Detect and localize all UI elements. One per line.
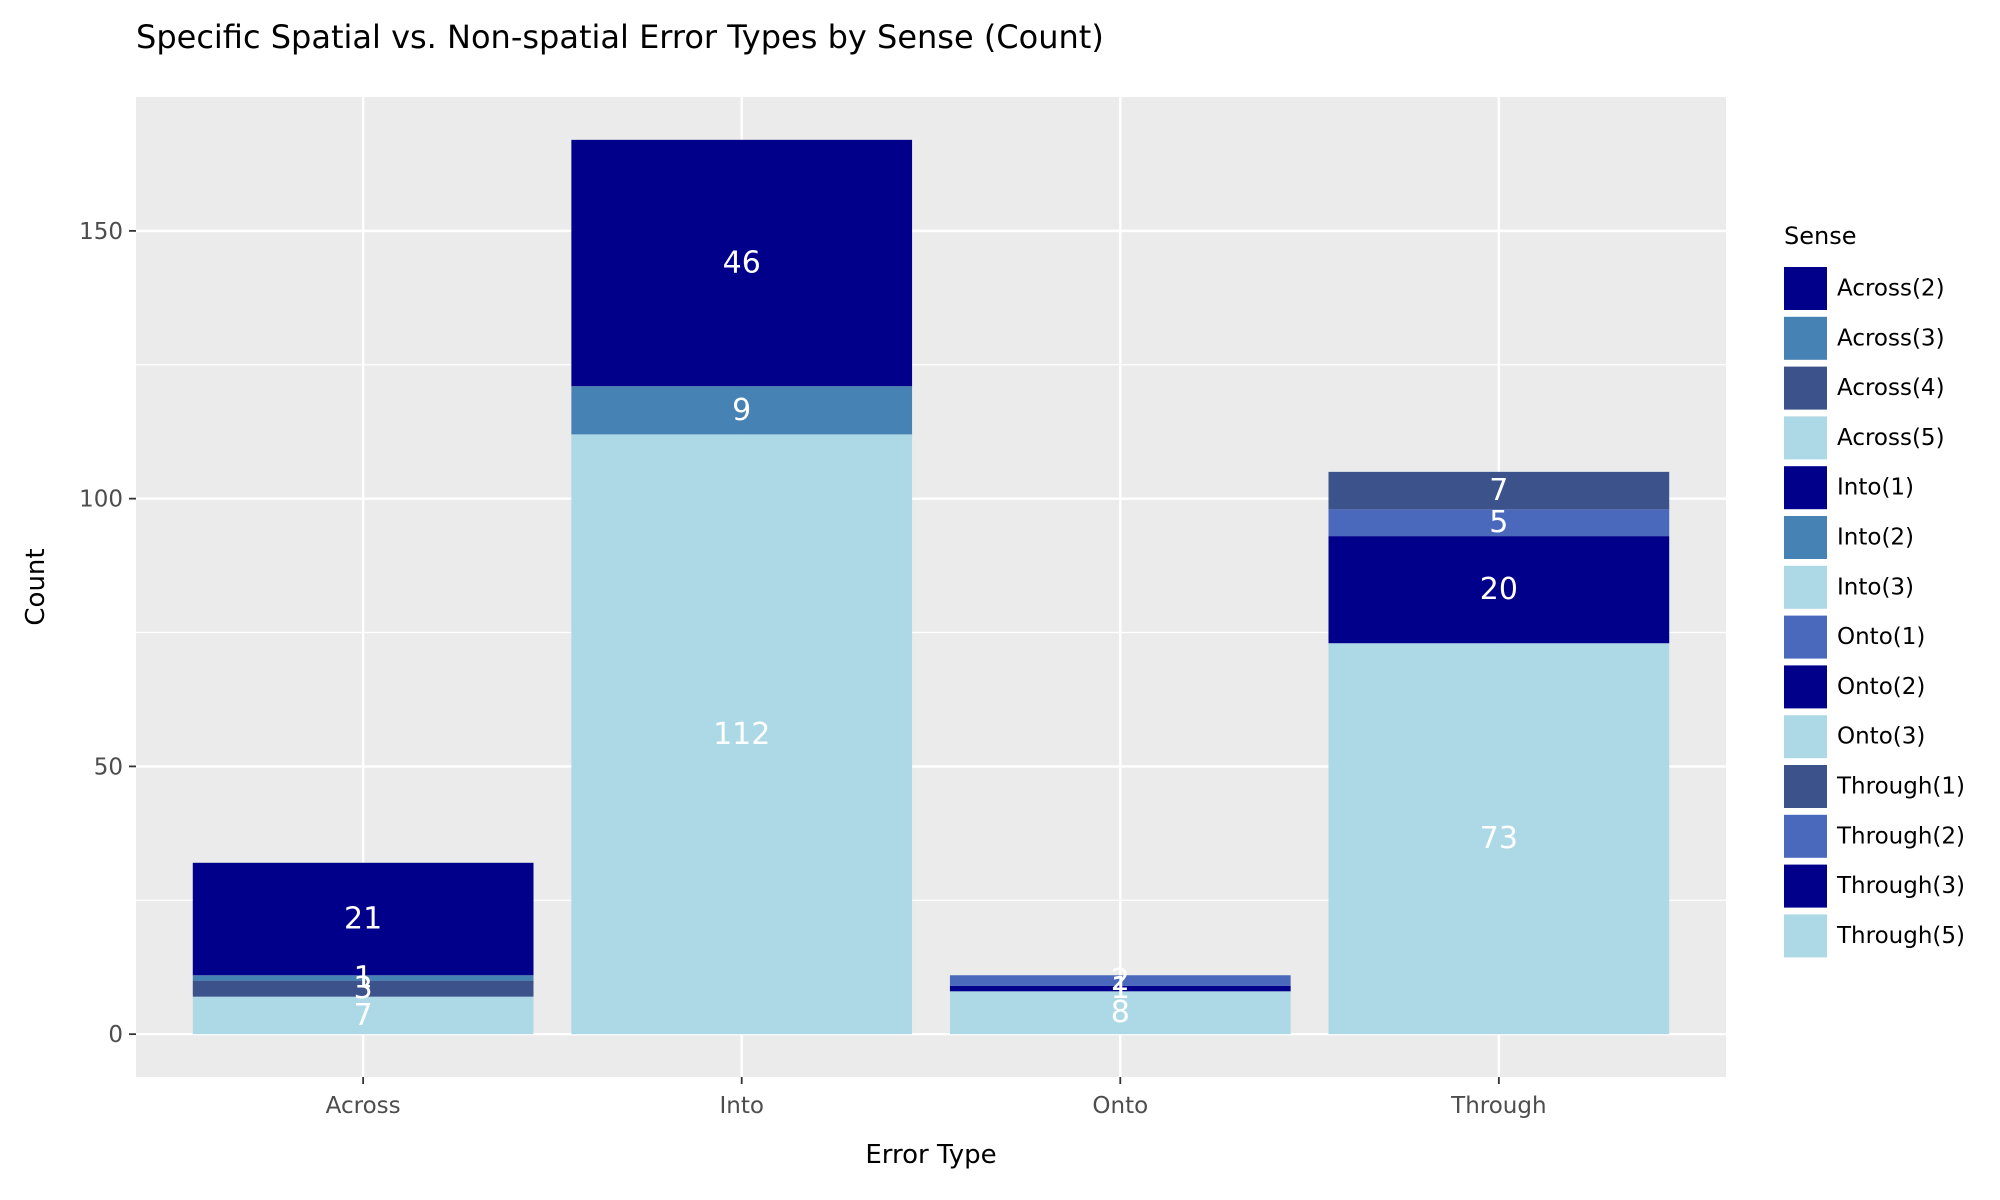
data-label: 20 bbox=[1480, 572, 1518, 607]
data-label: 2 bbox=[1111, 963, 1130, 998]
bar-segment bbox=[192, 975, 534, 981]
legend-title: Sense bbox=[1784, 222, 1856, 250]
legend-swatch bbox=[1784, 765, 1827, 808]
legend-swatch bbox=[1784, 366, 1827, 410]
bar-segment bbox=[949, 991, 1291, 1035]
legend-swatch bbox=[1784, 665, 1827, 709]
bars bbox=[192, 139, 1670, 1035]
data-label: 21 bbox=[344, 902, 382, 937]
data-label: 9 bbox=[732, 393, 751, 428]
data-label: 1 bbox=[354, 960, 373, 995]
data-label: 112 bbox=[713, 717, 770, 752]
legend: Sense Across(2) Across(3) Across(4) Across(… bbox=[1784, 222, 1965, 958]
data-label: 73 bbox=[1480, 821, 1518, 856]
legend-label: Onto(3) bbox=[1837, 724, 1925, 750]
x-tick-label: Onto bbox=[1092, 1093, 1148, 1119]
legend-label: Through(3) bbox=[1836, 873, 1965, 899]
legend-label: Onto(1) bbox=[1837, 624, 1925, 650]
data-label: 7 bbox=[354, 998, 373, 1033]
bar-segment bbox=[1328, 643, 1670, 1035]
bar-segment bbox=[1328, 536, 1670, 644]
bar-segment bbox=[949, 985, 1291, 992]
legend-label: Through(5) bbox=[1836, 923, 1965, 949]
legend-swatch bbox=[1784, 267, 1827, 310]
legend-label: Through(1) bbox=[1836, 774, 1965, 800]
y-tick-label: 150 bbox=[79, 219, 123, 245]
bar-segment bbox=[571, 434, 913, 1035]
x-tick-label: Into bbox=[719, 1093, 763, 1119]
legend-swatch bbox=[1784, 466, 1827, 510]
legend-swatch bbox=[1784, 516, 1827, 559]
x-axis-title: Error Type bbox=[865, 1140, 996, 1170]
bar-segment bbox=[949, 975, 1291, 986]
legend-label: Through(2) bbox=[1836, 823, 1965, 849]
data-label: 7 bbox=[1489, 473, 1508, 508]
x-tick-label: Through bbox=[1450, 1093, 1546, 1119]
legend-label: Into(3) bbox=[1837, 574, 1914, 600]
bar-segment bbox=[192, 862, 534, 976]
bar-segment bbox=[571, 139, 913, 387]
y-tick-label: 50 bbox=[94, 754, 123, 780]
legend-swatch bbox=[1784, 914, 1827, 958]
bar-segment bbox=[1328, 509, 1670, 537]
y-tick-label: 0 bbox=[108, 1022, 123, 1048]
x-tick-label: Across bbox=[326, 1093, 401, 1119]
y-tick-label: 100 bbox=[79, 487, 123, 513]
data-label: 3 bbox=[354, 971, 373, 1006]
bar-segment bbox=[1328, 471, 1670, 510]
data-label: 46 bbox=[723, 246, 761, 281]
data-label: 5 bbox=[1489, 505, 1508, 540]
legend-label: Into(2) bbox=[1837, 525, 1914, 551]
legend-label: Across(5) bbox=[1837, 425, 1945, 451]
legend-swatch bbox=[1784, 814, 1827, 858]
legend-swatch bbox=[1784, 416, 1827, 460]
legend-label: Across(4) bbox=[1837, 375, 1945, 401]
axes: 0 50 100 150 Across Into Onto Through bbox=[79, 219, 1546, 1119]
legend-swatch bbox=[1784, 615, 1827, 659]
legend-label: Across(3) bbox=[1837, 325, 1945, 351]
legend-swatch bbox=[1784, 316, 1827, 360]
legend-swatch bbox=[1784, 864, 1827, 908]
data-label: 1 bbox=[1111, 971, 1130, 1006]
legend-swatch bbox=[1784, 565, 1827, 609]
legend-swatch bbox=[1784, 715, 1827, 759]
legend-label: Into(1) bbox=[1837, 475, 1914, 501]
chart-title: Specific Spatial vs. Non-spatial Error T… bbox=[136, 18, 1104, 56]
bar-segment bbox=[571, 386, 913, 435]
bar-segment bbox=[192, 980, 534, 997]
bar-segment bbox=[192, 996, 534, 1035]
legend-label: Across(2) bbox=[1837, 276, 1945, 302]
legend-label: Onto(2) bbox=[1837, 674, 1925, 700]
y-axis-title: Count bbox=[21, 548, 51, 625]
data-label: 8 bbox=[1111, 995, 1130, 1030]
